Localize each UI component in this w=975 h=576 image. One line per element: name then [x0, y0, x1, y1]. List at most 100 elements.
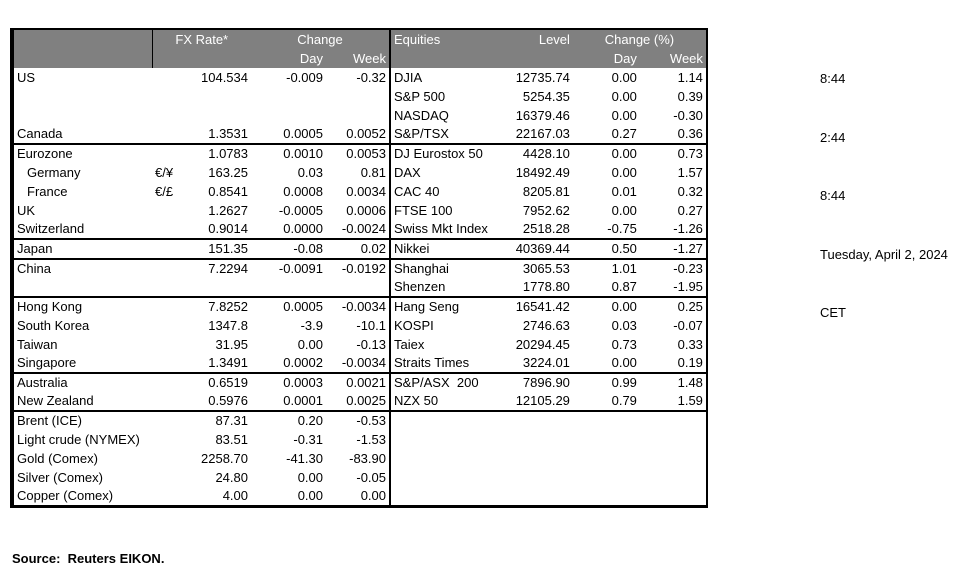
currency-pair-label	[152, 468, 183, 487]
fx-day-change-value	[251, 278, 326, 297]
equity-day-change-value	[573, 430, 640, 449]
blank-cell	[12, 49, 152, 68]
region-label: US	[17, 69, 36, 85]
currency-pair-label	[152, 449, 183, 468]
table-row: Germany €/¥ 163.25 0.03 0.81 DAX 18492.4…	[12, 163, 707, 182]
table-row: S&P 500 5254.35 0.00 0.39	[12, 87, 707, 106]
region-label: Gold (Comex)	[17, 450, 98, 466]
fx-week-change-value: 0.0052	[346, 126, 386, 141]
region-label: Canada	[17, 126, 63, 141]
equity-day-change-value: 0.73	[611, 336, 637, 352]
equity-index-label	[389, 468, 491, 487]
equity-week-change-value: 0.19	[677, 355, 703, 370]
fx-rate-value	[183, 106, 251, 125]
fx-day-change-value: -0.0005	[278, 202, 323, 218]
currency-pair-label	[152, 316, 183, 335]
table-body: US 104.534 -0.009 -0.32 DJIA 12735.74 0.…	[12, 68, 707, 507]
equity-index-label: DAX	[389, 163, 491, 182]
currency-pair-label	[152, 258, 183, 278]
equity-week-change-value: 1.48	[639, 372, 707, 392]
fx-day-change-value: 0.0005	[251, 296, 326, 316]
equity-week-change-value: -0.07	[673, 317, 703, 333]
equity-level-value: 16541.42	[490, 296, 573, 316]
currency-pair-label	[152, 296, 183, 316]
region-label: Japan	[12, 238, 152, 259]
equity-level-value: 18492.49	[515, 164, 570, 180]
equity-week-change-value	[640, 468, 707, 487]
blank-cell	[151, 49, 251, 68]
equity-week-change-value	[640, 430, 707, 449]
table-row: France €/£ 0.8541 0.0008 0.0034 CAC 40 8…	[12, 182, 707, 201]
equity-index-label: KOSPI	[389, 316, 491, 335]
table-row: New Zealand 0.5976 0.0001 0.0025 NZX 50 …	[12, 392, 707, 411]
table-row: NASDAQ 16379.46 0.00 -0.30	[12, 106, 707, 125]
table-row: Eurozone 1.0783 0.0010 0.0053 DJ Eurosto…	[12, 143, 707, 163]
fx-rate-value: 0.6519	[183, 372, 251, 392]
equity-day-change-value: 0.00	[611, 107, 637, 123]
fx-week-change-value: 0.0006	[346, 202, 386, 218]
equity-day-change-value: 0.00	[611, 164, 637, 180]
currency-pair-label	[152, 106, 183, 125]
table-row: Silver (Comex) 24.80 0.00 -0.05	[12, 468, 707, 487]
equity-week-change-value: -1.26	[673, 221, 703, 236]
fx-week-change-value: -1.53	[356, 431, 386, 447]
fx-week-change-value: -83.90	[349, 450, 386, 466]
fx-week-change-value: -0.05	[356, 469, 386, 485]
table-row: Canada 1.3531 0.0005 0.0052 S&P/TSX 2216…	[12, 125, 707, 144]
equities-header: Equities	[389, 29, 491, 49]
fx-day-change-value	[251, 87, 326, 106]
fx-rate-value: 1.3531	[208, 126, 248, 141]
currency-pair-label	[152, 238, 183, 259]
equity-level-value: 5254.35	[522, 88, 570, 104]
fx-day-change-value: -41.30	[286, 450, 323, 466]
region-label	[12, 106, 152, 125]
region-label: UK	[17, 202, 36, 218]
equity-index-label	[389, 410, 491, 430]
equity-level-value	[491, 487, 573, 507]
region-label: China	[12, 258, 152, 278]
equity-index-label: DJIA	[389, 68, 491, 87]
equity-day-header: Day	[572, 49, 640, 68]
market-data-table: FX Rate* Change Equities Level Change (%…	[10, 28, 708, 508]
fx-day-change-value: 0.00	[297, 488, 323, 503]
equity-day-change-value: 0.01	[611, 183, 637, 199]
equity-level-value: 12105.29	[515, 393, 570, 408]
equity-day-change-value	[573, 487, 640, 507]
equity-week-change-value: 0.33	[677, 336, 703, 352]
table-row: Singapore 1.3491 0.0002 -0.0034 Straits …	[12, 354, 707, 373]
equity-level-value: 4428.10	[490, 143, 573, 163]
currency-pair-label	[152, 125, 183, 144]
fx-week-change-value: -0.53	[326, 410, 390, 430]
table-row: Copper (Comex) 4.00 0.00 0.00	[12, 487, 707, 507]
fx-week-change-value	[326, 87, 390, 106]
fx-day-change-value: -0.009	[286, 69, 323, 85]
region-label: Taiwan	[17, 336, 58, 352]
equity-day-change-value: 0.79	[611, 393, 637, 408]
equity-day-change-value: 0.00	[611, 69, 637, 85]
equity-week-change-value: -1.27	[639, 238, 707, 259]
fx-rate-value: 87.31	[183, 410, 251, 430]
source-line: Source: Reuters EIKON.	[12, 551, 165, 566]
currency-pair-label	[152, 372, 183, 392]
equity-index-label: Swiss Mkt Index	[389, 220, 491, 239]
fx-week-change-value: -0.0034	[341, 355, 386, 370]
date-line: Tuesday, April 2, 2024	[820, 246, 948, 262]
region-label: Hong Kong	[12, 296, 152, 316]
fx-week-change-value: -0.0192	[326, 258, 390, 278]
equity-index-label: FTSE 100	[389, 201, 491, 220]
table-row: Brent (ICE) 87.31 0.20 -0.53	[12, 410, 707, 430]
equity-index-label: NASDAQ	[389, 106, 491, 125]
equity-day-change-value: 0.27	[611, 126, 637, 141]
timezone-line: CET	[820, 305, 846, 320]
equity-day-change-value: 0.00	[611, 88, 637, 104]
fx-rate-value: 1.2627	[208, 202, 248, 218]
region-label: Light crude (NYMEX)	[17, 431, 140, 447]
region-label: New Zealand	[17, 393, 94, 408]
equity-index-label: Nikkei	[389, 238, 491, 259]
fx-day-change-value: 0.0005	[283, 126, 323, 141]
equity-day-change-value: 0.00	[572, 296, 640, 316]
fx-rate-value: 0.8541	[208, 183, 248, 199]
region-label: Brent (ICE)	[12, 410, 152, 430]
currency-pair-label: €/¥	[155, 164, 174, 180]
currency-pair-label	[152, 278, 183, 297]
